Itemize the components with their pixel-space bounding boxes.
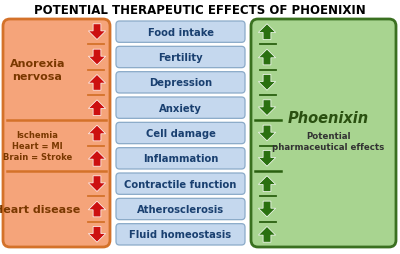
FancyBboxPatch shape (116, 98, 245, 119)
Polygon shape (258, 50, 276, 66)
Polygon shape (88, 176, 106, 192)
Text: POTENTIAL THERAPEUTIC EFFECTS OF PHOENIXIN: POTENTIAL THERAPEUTIC EFFECTS OF PHOENIX… (34, 5, 366, 18)
Text: Heart disease: Heart disease (0, 204, 80, 214)
Polygon shape (258, 25, 276, 40)
Text: Anorexia
nervosa: Anorexia nervosa (10, 59, 65, 82)
Polygon shape (88, 100, 106, 116)
FancyBboxPatch shape (251, 20, 396, 247)
Polygon shape (258, 151, 276, 167)
Polygon shape (88, 50, 106, 66)
Polygon shape (258, 201, 276, 217)
Text: Food intake: Food intake (148, 27, 214, 38)
Text: Potential
pharmaceutical effects: Potential pharmaceutical effects (272, 131, 385, 152)
Polygon shape (258, 176, 276, 192)
Text: Depression: Depression (149, 78, 212, 88)
Text: Fluid homeostasis: Fluid homeostasis (130, 229, 232, 239)
FancyBboxPatch shape (116, 224, 245, 245)
Text: Cell damage: Cell damage (146, 129, 216, 138)
FancyBboxPatch shape (116, 22, 245, 43)
FancyBboxPatch shape (116, 47, 245, 68)
Text: Contractile function: Contractile function (124, 179, 237, 189)
Text: Atherosclerosis: Atherosclerosis (137, 204, 224, 214)
FancyBboxPatch shape (116, 72, 245, 94)
Polygon shape (258, 126, 276, 141)
Polygon shape (258, 75, 276, 91)
Text: Anxiety: Anxiety (159, 103, 202, 113)
FancyBboxPatch shape (116, 123, 245, 144)
Text: Inflammation: Inflammation (143, 154, 218, 164)
Text: Phoenixin: Phoenixin (288, 111, 369, 126)
FancyBboxPatch shape (3, 20, 110, 247)
Polygon shape (258, 100, 276, 116)
FancyBboxPatch shape (116, 148, 245, 169)
Polygon shape (88, 25, 106, 40)
Text: Ischemia
Heart = MI
Brain = Stroke: Ischemia Heart = MI Brain = Stroke (3, 131, 72, 162)
Polygon shape (88, 151, 106, 167)
FancyBboxPatch shape (116, 173, 245, 195)
Polygon shape (88, 227, 106, 242)
Polygon shape (258, 227, 276, 242)
Text: Fertility: Fertility (158, 53, 203, 63)
Polygon shape (88, 75, 106, 91)
Polygon shape (88, 126, 106, 141)
FancyBboxPatch shape (116, 199, 245, 220)
Polygon shape (88, 201, 106, 217)
